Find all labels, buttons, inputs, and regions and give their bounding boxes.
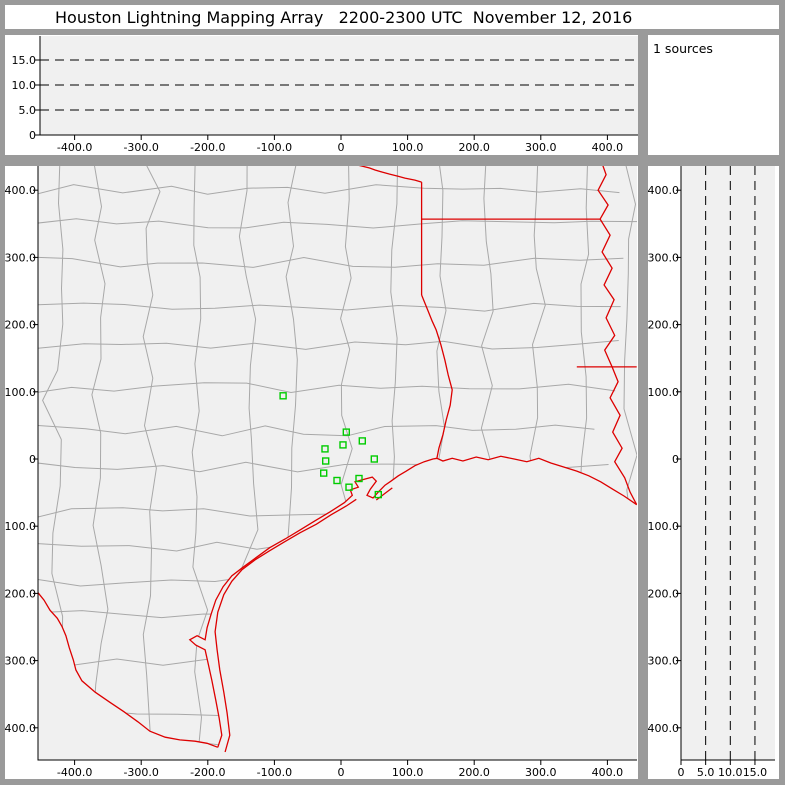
station-marker <box>358 437 366 445</box>
station-marker <box>322 457 330 465</box>
ns-altitude-plot[interactable]: 400.0 300.0 200.0 100.0 0 -100.0 -200.0 -300.0 -… <box>648 166 779 779</box>
svg-text:15.0: 15.0 <box>743 766 768 779</box>
sources-count-label: 1 sources <box>653 41 713 56</box>
svg-text:300.0: 300.0 <box>648 251 679 264</box>
svg-text:-200.0: -200.0 <box>190 141 225 154</box>
rio-grande <box>38 592 219 748</box>
svg-text:0: 0 <box>29 129 36 142</box>
svg-text:0: 0 <box>29 453 36 466</box>
station-marker <box>374 490 382 499</box>
station-marker <box>345 483 353 491</box>
svg-text:-200.0: -200.0 <box>5 587 36 600</box>
svg-text:-100.0: -100.0 <box>648 520 679 533</box>
svg-text:100.0: 100.0 <box>392 766 424 779</box>
svg-text:-100.0: -100.0 <box>257 766 292 779</box>
station-marker <box>342 428 350 436</box>
svg-text:200.0: 200.0 <box>458 766 490 779</box>
svg-text:-400.0: -400.0 <box>57 141 92 154</box>
svg-text:300.0: 300.0 <box>5 251 36 264</box>
map-canvas <box>38 166 637 760</box>
svg-text:-400.0: -400.0 <box>5 722 36 735</box>
svg-text:-300.0: -300.0 <box>648 655 679 668</box>
svg-text:-200.0: -200.0 <box>190 766 225 779</box>
svg-text:5.0: 5.0 <box>697 766 715 779</box>
svg-text:-400.0: -400.0 <box>648 722 679 735</box>
title-bar: Houston Lightning Mapping Array 2200-230… <box>5 5 779 29</box>
svg-text:0: 0 <box>338 141 345 154</box>
ns-altitude-panel: 400.0 300.0 200.0 100.0 0 -100.0 -200.0 -300.0 -… <box>648 166 779 779</box>
mississippi-river <box>597 166 637 506</box>
svg-text:100.0: 100.0 <box>648 386 679 399</box>
svg-text:-300.0: -300.0 <box>123 766 158 779</box>
svg-text:5.0: 5.0 <box>19 104 37 117</box>
svg-text:300.0: 300.0 <box>525 766 557 779</box>
svg-text:200.0: 200.0 <box>458 141 490 154</box>
ew-altitude-panel: 15.0 10.0 5.0 0 -400.0 -300.0 -200.0 -100.0 0 100… <box>5 35 638 155</box>
state-boundaries <box>38 166 637 753</box>
svg-text:100.0: 100.0 <box>5 386 36 399</box>
svg-text:300.0: 300.0 <box>525 141 557 154</box>
plan-view-map-panel: 400.0 300.0 200.0 100.0 0 -100.0 -200.0 -300.0 -… <box>5 166 638 779</box>
plan-view-map-plot[interactable]: 400.0 300.0 200.0 100.0 0 -100.0 -200.0 -300.0 -… <box>5 166 638 779</box>
page-title: Houston Lightning Mapping Array 2200-230… <box>55 7 633 27</box>
map-axes <box>37 166 637 761</box>
gulf-region <box>38 456 637 760</box>
ew-altitude-plot[interactable]: 15.0 10.0 5.0 0 -400.0 -300.0 -200.0 -100.0 0 100… <box>5 35 638 155</box>
station-marker <box>333 476 341 485</box>
svg-text:-400.0: -400.0 <box>57 766 92 779</box>
station-marker <box>355 474 363 483</box>
svg-text:0: 0 <box>338 766 345 779</box>
svg-text:400.0: 400.0 <box>648 184 679 197</box>
svg-text:400.0: 400.0 <box>592 141 624 154</box>
svg-text:-300.0: -300.0 <box>5 655 36 668</box>
station-marker <box>320 469 328 477</box>
svg-text:-300.0: -300.0 <box>123 141 158 154</box>
svg-text:-100.0: -100.0 <box>257 141 292 154</box>
svg-text:10.0: 10.0 <box>718 766 743 779</box>
svg-text:400.0: 400.0 <box>592 766 624 779</box>
barrier-island <box>214 498 357 753</box>
svg-text:200.0: 200.0 <box>5 319 36 332</box>
svg-text:100.0: 100.0 <box>392 141 424 154</box>
tx-ar-la-west <box>420 294 453 459</box>
red-river <box>358 166 422 183</box>
svg-text:10.0: 10.0 <box>12 79 37 92</box>
station-markers <box>279 392 382 499</box>
station-marker <box>370 455 378 463</box>
svg-text:0: 0 <box>678 766 685 779</box>
svg-text:-100.0: -100.0 <box>5 520 36 533</box>
svg-text:200.0: 200.0 <box>648 319 679 332</box>
gulf-coast <box>188 455 637 748</box>
station-marker <box>321 445 329 453</box>
svg-text:15.0: 15.0 <box>12 54 37 67</box>
svg-text:-200.0: -200.0 <box>648 587 679 600</box>
svg-text:400.0: 400.0 <box>5 184 36 197</box>
svg-text:0: 0 <box>672 453 679 466</box>
station-marker <box>339 441 347 449</box>
sources-status-panel: 1 sources <box>648 35 779 155</box>
station-marker <box>279 392 287 400</box>
